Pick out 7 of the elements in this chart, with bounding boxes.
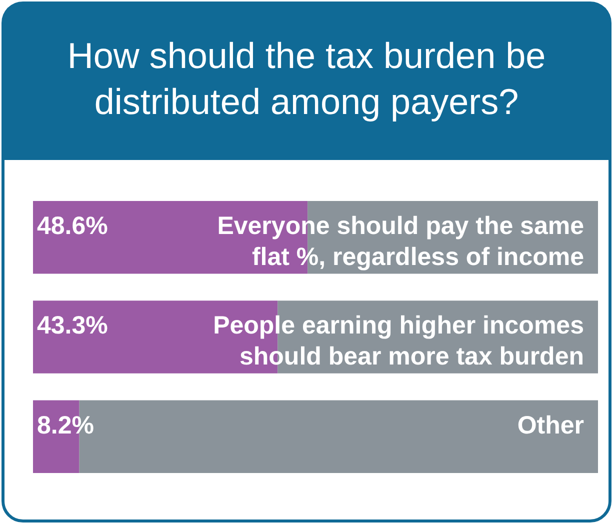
y-tick-label: Other [517,411,584,440]
data-label: 48.6% [37,212,108,240]
chart-title: How should the tax burden be distributed among payers? [67,35,546,122]
y-tick-label: Everyone should pay the same flat %, regardless of income [217,212,584,271]
y-tick-label: People earning higher incomes should bear more tax burden [213,312,584,371]
data-label: 43.3% [37,312,108,340]
data-label: 8.2% [37,411,94,440]
